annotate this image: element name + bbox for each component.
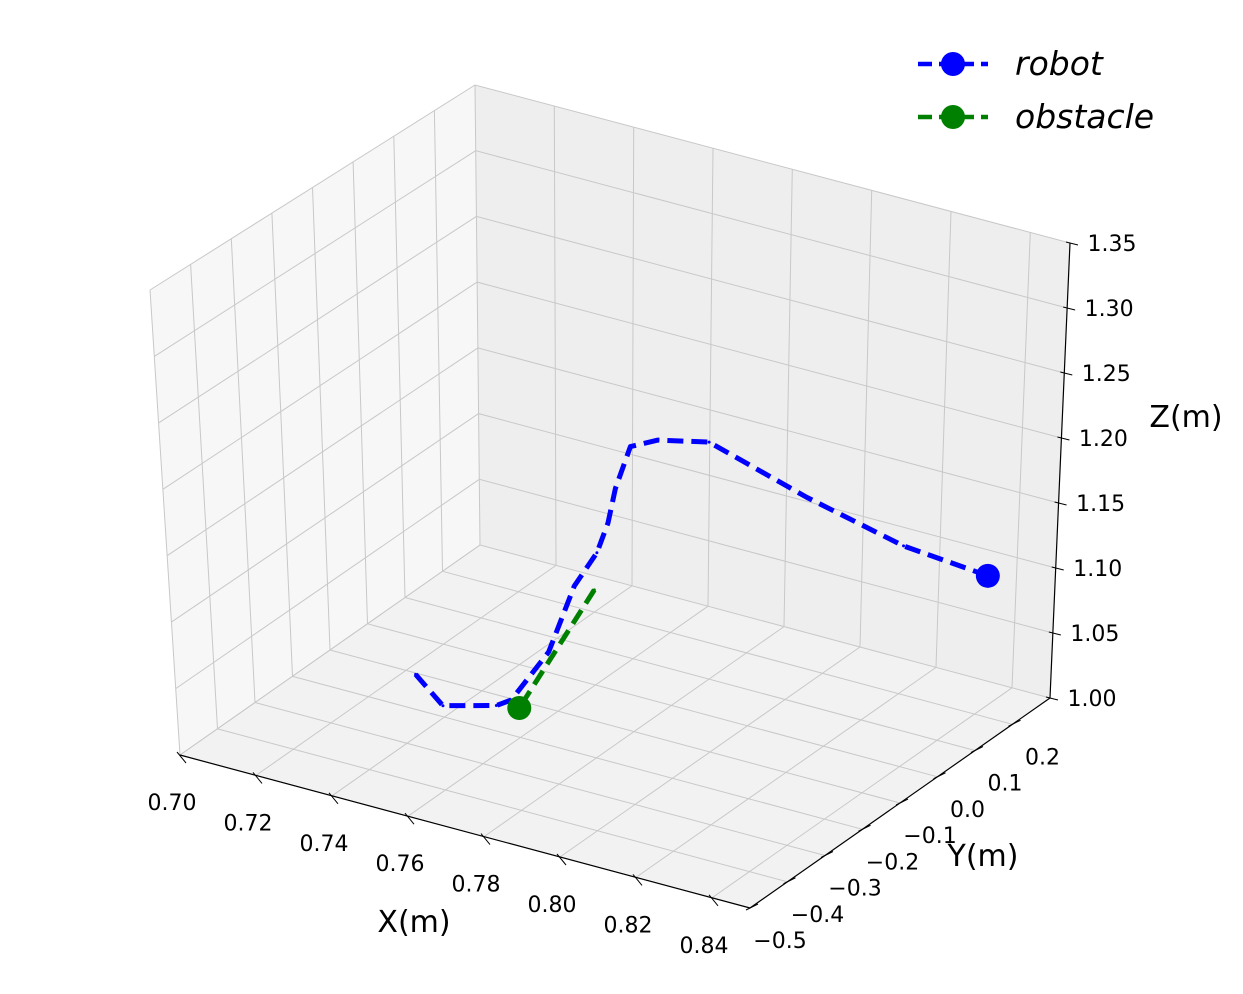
z-tick-2 — [1051, 566, 1064, 571]
series-robot-point — [628, 445, 632, 449]
z-tick-label: 1.15 — [1076, 492, 1125, 517]
axes-panes — [150, 85, 1070, 908]
z-tick-7 — [1065, 241, 1079, 246]
z-tick-3 — [1054, 501, 1067, 506]
y-tick-label: −0.5 — [753, 929, 806, 954]
x-tick-label: 0.70 — [148, 791, 197, 816]
series-robot-point — [547, 650, 551, 654]
x-tick-6 — [632, 874, 643, 886]
z-tick-label: 1.00 — [1068, 687, 1117, 712]
y-tick-4 — [895, 798, 909, 806]
y-tick-label: −0.2 — [866, 850, 919, 875]
y-tick-label: 0.0 — [950, 798, 985, 823]
series-robot-point — [441, 704, 445, 708]
z-axis-line — [1049, 242, 1071, 699]
y-tick-3 — [858, 824, 871, 832]
series-robot-point — [656, 438, 660, 442]
back-pane — [475, 85, 1070, 698]
z-tick-label: 1.05 — [1070, 622, 1119, 647]
series-robot-point — [572, 584, 576, 588]
x-tick-label: 0.80 — [528, 893, 577, 918]
x-tick-1 — [252, 772, 263, 784]
legend: robot obstacle — [918, 44, 1154, 136]
legend-robot-label: robot — [1015, 44, 1104, 83]
y-axis-label: Y(m) — [947, 839, 1019, 874]
y-tick-label: 0.2 — [1025, 745, 1060, 770]
z-tick-4 — [1057, 436, 1070, 441]
legend-robot-marker — [941, 52, 965, 76]
series-robot-point — [707, 440, 711, 444]
series-obstacle-marker — [507, 695, 532, 720]
x-tick-7 — [708, 894, 719, 907]
data-series — [413, 437, 1000, 720]
z-tick-5 — [1060, 371, 1073, 376]
x-tick-4 — [480, 833, 491, 845]
legend-entry-robot: robot — [918, 44, 1104, 83]
z-tick-6 — [1063, 306, 1076, 311]
grid-z-5 — [158, 215, 1065, 424]
grid-z-1 — [175, 478, 1054, 690]
x-tick-label: 0.82 — [604, 913, 653, 938]
tick-marks — [176, 241, 1079, 911]
grid-z-4 — [162, 281, 1062, 490]
grid-z-2 — [171, 413, 1056, 623]
y-tick-label: −0.1 — [903, 824, 956, 849]
y-tick-label: −0.4 — [791, 903, 844, 928]
tick-labels: 0.70 0.72 0.74 0.76 0.78 0.80 0.82 0.84 −0.5−0.4… — [148, 232, 1137, 959]
x-tick-5 — [556, 853, 567, 866]
x-axis-label: X(m) — [377, 905, 450, 940]
x-tick-2 — [328, 792, 339, 805]
series-robot-point — [613, 486, 617, 490]
y-tick-5 — [933, 772, 946, 780]
x-tick-3 — [404, 812, 415, 825]
y-tick-2 — [820, 851, 834, 858]
z-axis-label: Z(m) — [1149, 400, 1222, 435]
z-tick-label: 1.20 — [1079, 427, 1128, 452]
z-tick-label: 1.35 — [1088, 232, 1137, 257]
z-tick-label: 1.25 — [1082, 362, 1131, 387]
z-tick-label: 1.30 — [1085, 297, 1134, 322]
grid-z-3 — [166, 347, 1059, 557]
series-robot-point — [414, 672, 418, 676]
series-obstacle-point — [592, 588, 596, 592]
x-axis-line — [179, 754, 751, 909]
series-robot-point — [595, 551, 599, 555]
series-robot-point — [902, 544, 906, 548]
y-tick-label: 0.1 — [988, 772, 1023, 797]
z-tick-0 — [1045, 696, 1059, 701]
series-robot-point — [805, 495, 809, 499]
legend-obstacle-label: obstacle — [1015, 97, 1154, 136]
series-robot-point — [494, 703, 498, 707]
y-tick-6 — [970, 746, 984, 753]
z-tick-1 — [1048, 631, 1061, 636]
x-tick-label: 0.76 — [376, 852, 425, 877]
y-tick-label: −0.3 — [828, 877, 881, 902]
x-tick-label: 0.72 — [224, 811, 273, 836]
series-robot-point — [606, 521, 610, 525]
y-tick-1 — [783, 877, 796, 885]
x-tick-label: 0.74 — [300, 832, 349, 857]
grid-z-7 — [149, 84, 1071, 291]
x-tick-0 — [176, 751, 187, 764]
grid-z-6 — [154, 150, 1068, 357]
grid-z-0 — [179, 544, 1051, 756]
series-robot-marker — [975, 563, 1000, 588]
legend-obstacle-marker — [941, 105, 965, 129]
x-tick-label: 0.78 — [452, 873, 501, 898]
y-tick-0 — [745, 903, 759, 911]
z-tick-label: 1.10 — [1073, 557, 1122, 582]
x-tick-label: 0.84 — [680, 934, 729, 959]
y-tick-7 — [1008, 719, 1021, 727]
legend-entry-obstacle: obstacle — [918, 97, 1154, 136]
